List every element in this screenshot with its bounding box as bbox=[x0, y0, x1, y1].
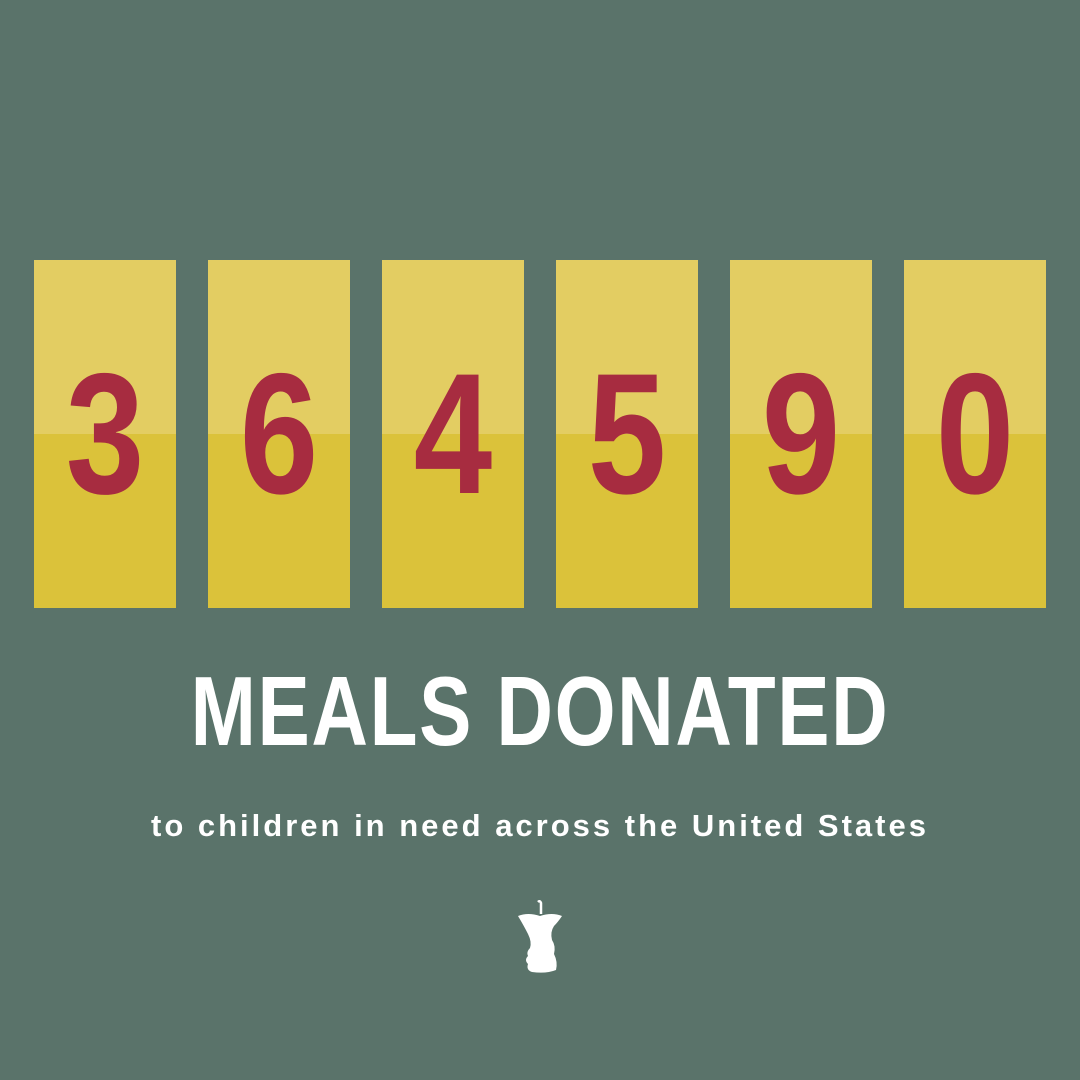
counter-digit: 6 bbox=[239, 338, 319, 530]
counter-digit: 5 bbox=[587, 338, 667, 530]
counter-digit: 9 bbox=[761, 338, 841, 530]
counter-digit-panel: 9 bbox=[730, 260, 872, 608]
apple-core-icon bbox=[518, 900, 562, 973]
counter-digit-panel: 3 bbox=[34, 260, 176, 608]
counter-digit-panel: 5 bbox=[556, 260, 698, 608]
headline: MEALS DONATED bbox=[190, 656, 890, 766]
counter-digit-panel: 0 bbox=[904, 260, 1046, 608]
counter-digit: 3 bbox=[65, 338, 145, 530]
counter-digit-panel: 6 bbox=[208, 260, 350, 608]
counter-digit-panel: 4 bbox=[382, 260, 524, 608]
counter-digit: 0 bbox=[935, 338, 1015, 530]
subtitle: to children in need across the United St… bbox=[151, 808, 929, 843]
counter-digit: 4 bbox=[413, 338, 493, 530]
